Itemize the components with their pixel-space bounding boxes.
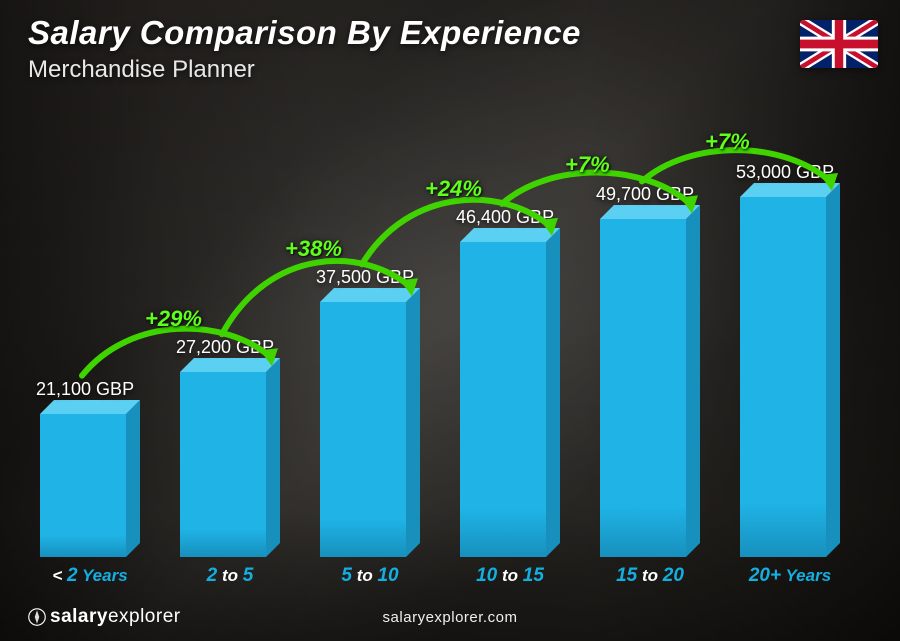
pct-change-label: +7% — [705, 129, 750, 155]
brand-logo: salaryexplorer — [28, 606, 181, 628]
change-arrow-icon — [20, 111, 860, 581]
explorer-icon — [28, 608, 46, 626]
page-subtitle: Merchandise Planner — [28, 56, 255, 84]
bar-chart: 21,100 GBP< 2 Years27,200 GBP2 to 537,50… — [20, 111, 860, 581]
page-title: Salary Comparison By Experience — [28, 14, 581, 52]
uk-flag-icon — [800, 20, 878, 68]
chart-stage: Salary Comparison By Experience Merchand… — [0, 0, 900, 641]
footer-url: salaryexplorer.com — [383, 609, 518, 626]
brand-text: salaryexplorer — [50, 606, 181, 628]
